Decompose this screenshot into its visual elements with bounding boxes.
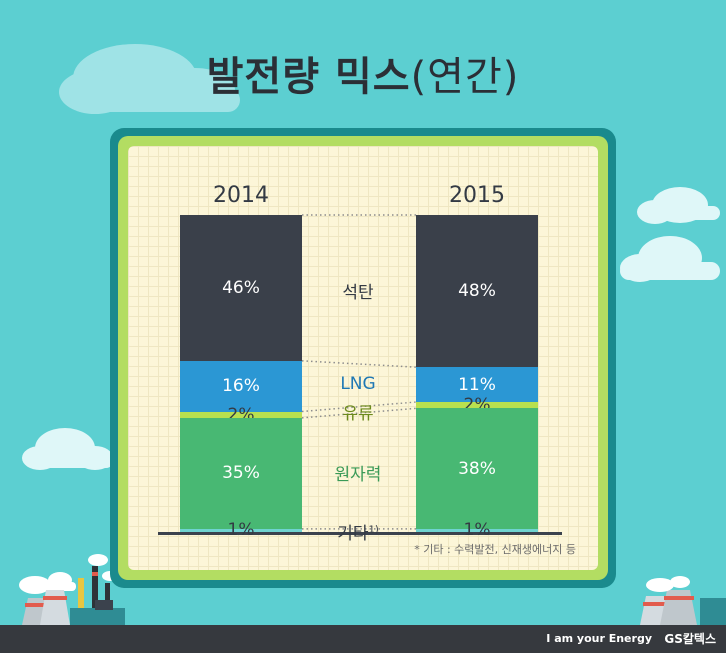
- data-label: 11%: [458, 374, 496, 395]
- cloud-icon: [19, 572, 76, 594]
- data-label: 35%: [222, 463, 260, 484]
- brand-tagline: I am your Energy: [546, 632, 652, 645]
- category-label-2015: 2015: [449, 183, 505, 208]
- series-name: 유류: [342, 403, 374, 424]
- bar-segment-lng-2014: 16%: [180, 360, 302, 412]
- chart-baseline: [158, 532, 562, 535]
- title-main: 발전량 믹스: [206, 54, 411, 100]
- data-label: 1%: [227, 520, 255, 541]
- series-name: 원자력: [334, 464, 382, 485]
- bar-segment-nuclear-2014: 35%: [180, 417, 302, 529]
- series-label-lng: LNG: [302, 374, 414, 394]
- series-label-nuclear: 원자력: [302, 460, 414, 485]
- bar-segment-other-2015: 1%: [416, 520, 538, 540]
- data-label: 46%: [222, 277, 260, 298]
- footnote: * 기타 : 수력발전, 신재생에너지 등: [414, 543, 576, 556]
- category-label-2014: 2014: [213, 183, 269, 208]
- series-label-oil: 유류: [302, 399, 414, 424]
- factory-icon: [640, 576, 726, 625]
- bar-segment-coal-2014: 46%: [180, 215, 302, 361]
- data-label: 38%: [458, 458, 496, 479]
- cloud-icon: [22, 428, 114, 470]
- series-label-other: 기타1): [302, 519, 414, 544]
- data-label: 48%: [458, 281, 496, 302]
- bar-segment-other-2014: 1%: [180, 520, 302, 540]
- data-label: 1%: [463, 520, 491, 541]
- series-name: LNG: [340, 374, 376, 395]
- connector-line: [301, 401, 417, 413]
- bar-segment-nuclear-2015: 38%: [416, 408, 538, 529]
- series-name: 석탄: [342, 283, 374, 304]
- footer-bar: I am your Energy GS칼텍스: [0, 625, 726, 653]
- title-subtitle: (연간): [410, 54, 520, 100]
- cloud-icon: [637, 187, 720, 224]
- connector-line: [301, 407, 417, 419]
- footnote-marker: 1): [368, 524, 379, 536]
- data-label: 16%: [222, 376, 260, 397]
- cloud-icon: [620, 236, 720, 282]
- series-name: 기타: [337, 524, 369, 545]
- brand-logo: GS칼텍스: [664, 632, 716, 646]
- cloud-icon: [59, 44, 240, 114]
- connector-line: [301, 360, 417, 368]
- series-label-coal: 석탄: [302, 278, 414, 303]
- bar-segment-lng-2015: 11%: [416, 367, 538, 403]
- page-title: 발전량 믹스(연간): [0, 44, 726, 102]
- bar-segment-coal-2015: 48%: [416, 215, 538, 368]
